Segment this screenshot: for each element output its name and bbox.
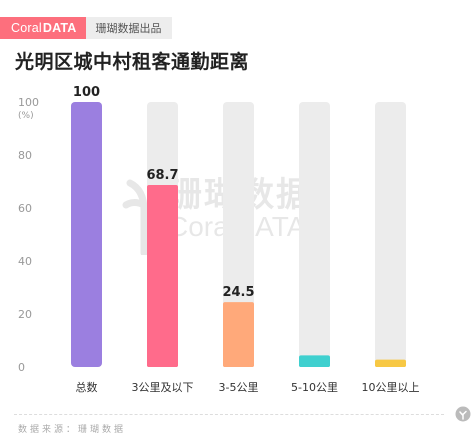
category-label-total: 总数 (76, 380, 98, 394)
chart-title: 光明区城中村租客通勤距离 (15, 51, 250, 73)
bar-base-3-5km (223, 361, 254, 367)
y-tick-label: 0 (18, 361, 25, 374)
category-label-3km-or-less: 3公里及以下 (132, 381, 194, 394)
category-label-5-10km: 5-10公里 (291, 381, 338, 394)
brand-badge: Coral DATA 珊瑚数据出品 (0, 17, 172, 39)
category-label-3-5km: 3-5公里 (219, 381, 259, 394)
bar-3-5km (223, 302, 254, 367)
data-source: 数据来源：珊瑚数据 (18, 425, 127, 435)
bar-track-10km-plus (375, 102, 406, 367)
y-tick-label: 20 (18, 308, 32, 321)
y-tick-label: 60 (18, 202, 32, 215)
y-tick-label: 80 (18, 149, 32, 162)
footer-divider (14, 414, 444, 415)
y-axis-unit: (%) (18, 111, 34, 121)
y-tick-label: 100 (18, 96, 39, 109)
brand-name: 珊瑚数据出品 (85, 17, 172, 39)
bar-track-3-5km (223, 102, 254, 367)
bar-total (71, 102, 102, 367)
y-tick-label: 40 (18, 255, 32, 268)
coraldata-logo: Coral DATA (0, 17, 86, 39)
coral-logo-icon (455, 406, 471, 422)
category-label-10km-plus: 10公里以上 (362, 381, 420, 394)
bar-base-5-10km (299, 361, 330, 367)
bar-base-10km-plus (375, 361, 406, 367)
bar-base-3km-or-less (147, 361, 178, 367)
value-label-3-5km: 24.5 (222, 285, 254, 300)
value-label-3km-or-less: 68.7 (146, 168, 178, 183)
value-label-total: 100 (73, 85, 100, 100)
bar-track-5-10km (299, 102, 330, 367)
bar-3km-or-less (147, 184, 178, 367)
